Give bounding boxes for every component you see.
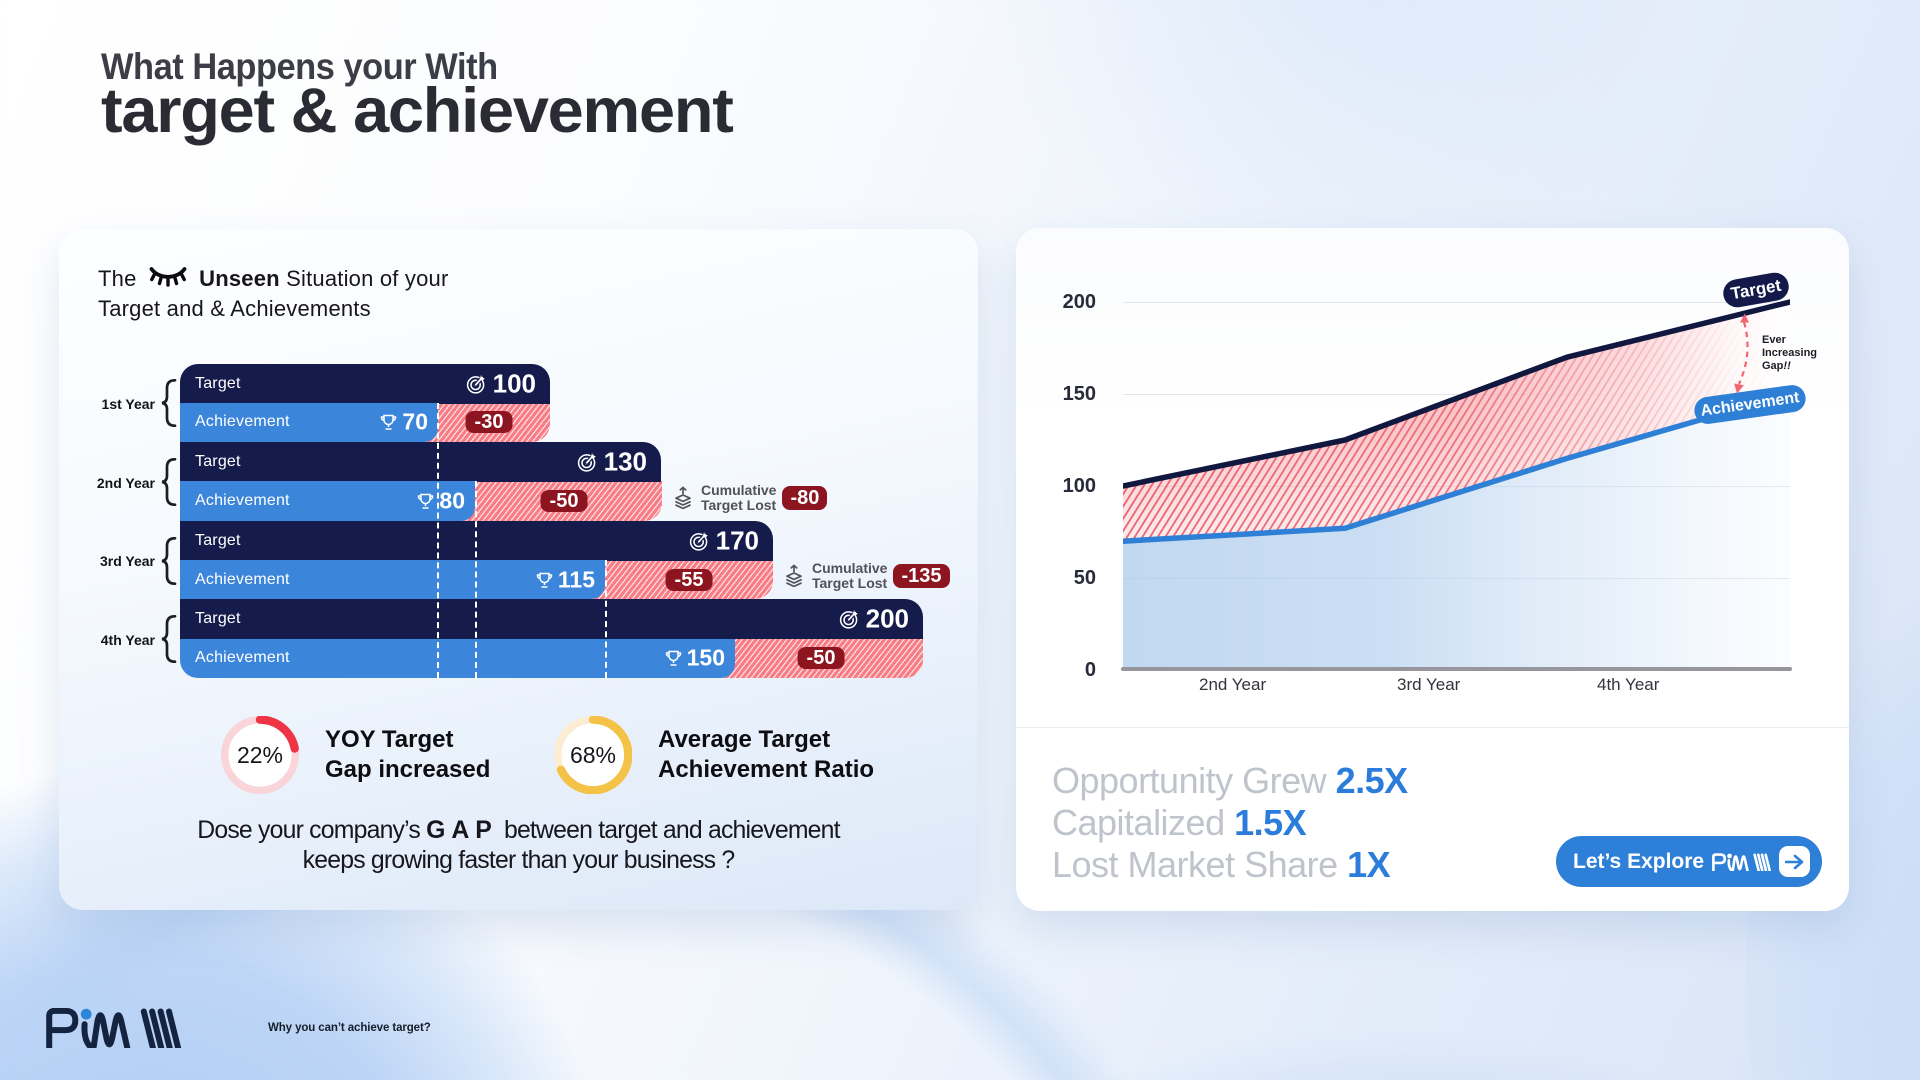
svg-text:22%: 22% (237, 742, 283, 768)
svg-text:68%: 68% (570, 742, 616, 768)
